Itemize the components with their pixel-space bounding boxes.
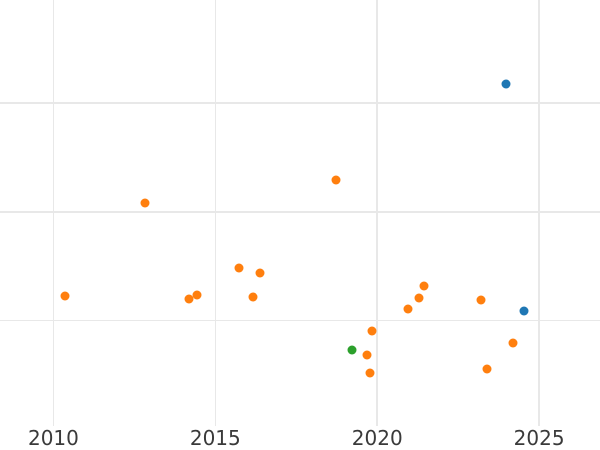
gridline-x-2015 [214,0,217,426]
gridline-x-2010 [52,0,55,426]
x-tick-label-2015: 2015 [189,426,241,450]
data-point-orange [331,175,341,185]
data-point-green [347,345,357,355]
gridline-x-2025 [538,0,540,426]
data-point-orange [365,368,375,378]
gridline-y-1 [0,211,600,213]
data-point-orange [234,263,244,273]
data-point-orange [482,364,492,374]
data-point-orange [248,292,258,302]
x-axis: 2010 2015 2020 2025 [0,426,600,450]
gridline-y-2 [0,102,600,104]
x-tick-label-2025: 2025 [513,426,565,450]
data-point-orange [403,304,413,314]
data-point-orange [414,293,424,303]
data-point-orange [60,291,70,301]
data-point-orange [255,268,265,278]
data-point-orange [192,290,202,299]
gridline-y-0 [0,319,600,322]
plot-area [0,0,600,426]
data-point-orange [367,326,377,336]
gridline-x-2020 [376,0,378,426]
data-point-orange [419,281,429,291]
data-point-orange [140,198,150,208]
data-point-orange [476,295,486,305]
data-point-blue [501,79,511,89]
x-tick-label-2010: 2010 [27,426,79,450]
data-point-orange [362,350,372,360]
data-point-orange [508,338,518,348]
data-point-orange [184,294,194,304]
data-point-blue [519,306,529,316]
x-tick-label-2020: 2020 [351,426,403,450]
